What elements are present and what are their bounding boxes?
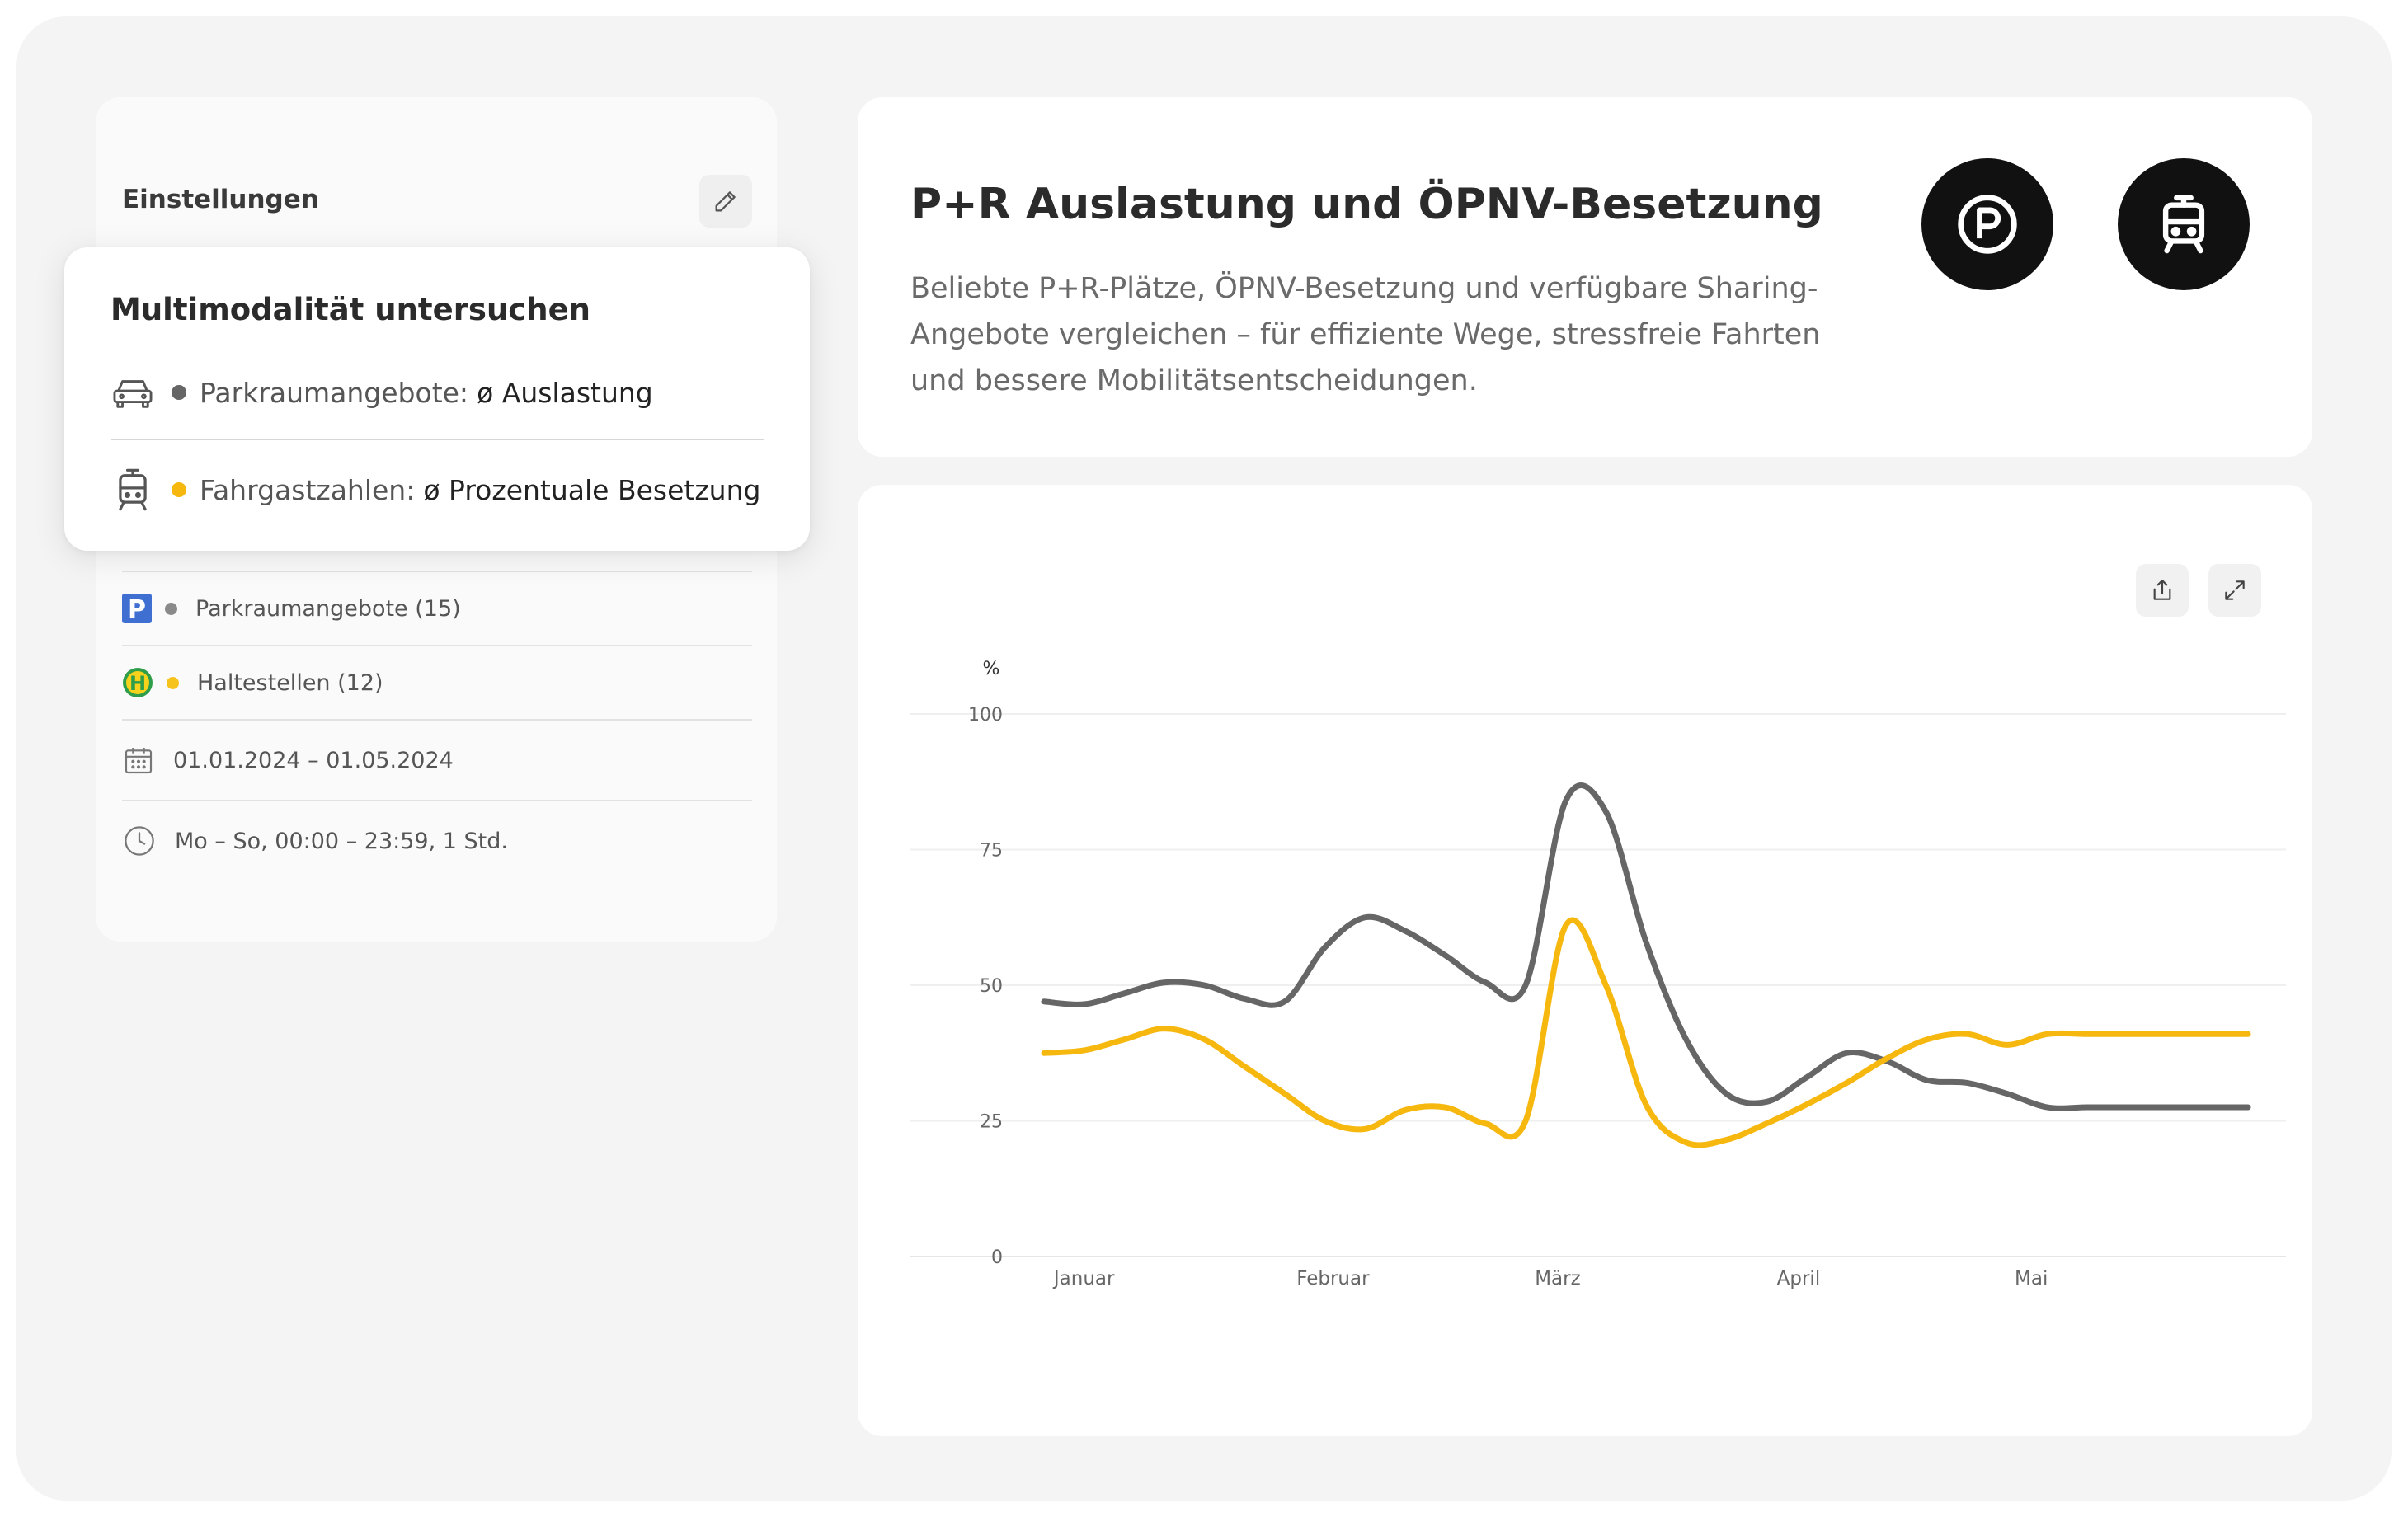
y-tick-label: 25 bbox=[980, 1112, 1003, 1133]
share-icon bbox=[2153, 579, 2171, 600]
y-axis-label: % bbox=[983, 659, 1000, 679]
chart-card: % 0 25 50 75 100 Januar Februar März April Mai bbox=[858, 485, 2312, 1436]
popup-item-value: ø Auslastung bbox=[477, 376, 653, 409]
stops-dot bbox=[167, 676, 179, 689]
expand-button[interactable] bbox=[2208, 564, 2261, 617]
share-button[interactable] bbox=[2136, 564, 2189, 617]
parking-circle-icon[interactable] bbox=[1921, 158, 2053, 290]
list-item-parking[interactable]: P Parkraumangebote (15) bbox=[122, 571, 752, 645]
parking-sign-icon: P bbox=[122, 594, 152, 623]
multimodality-popup: Multimodalität untersuchen Parkraumangeb… bbox=[64, 247, 810, 551]
x-tick-label: Mai bbox=[2015, 1268, 2048, 1289]
bus-stop-icon: H bbox=[123, 668, 153, 697]
tram-circle-icon[interactable] bbox=[2118, 158, 2250, 290]
list-item-label: Haltestellen (12) bbox=[197, 669, 383, 696]
x-tick-label: Februar bbox=[1296, 1268, 1370, 1289]
popup-item-value: ø Prozentuale Besetzung bbox=[423, 473, 761, 506]
popup-item-label: Parkraumangebote: bbox=[200, 376, 469, 409]
y-tick-label: 50 bbox=[980, 976, 1003, 997]
x-tick-label: April bbox=[1777, 1268, 1821, 1289]
time-range-label: Mo – So, 00:00 – 23:59, 1 Std. bbox=[175, 828, 508, 854]
popup-divider bbox=[111, 439, 764, 440]
y-tick-label: 0 bbox=[991, 1247, 1003, 1268]
series-line-yellow bbox=[1041, 917, 2251, 1148]
svg-text:H: H bbox=[129, 672, 146, 695]
y-tick-label: 75 bbox=[980, 841, 1003, 862]
tram-icon bbox=[119, 468, 147, 511]
expand-icon bbox=[2225, 580, 2245, 600]
yellow-dot bbox=[172, 482, 186, 497]
list-item-stops[interactable]: H Haltestellen (12) bbox=[122, 645, 752, 719]
page-description: Beliebte P+R-Plätze, ÖPNV-Besetzung und … bbox=[910, 272, 1821, 397]
y-tick-label: 100 bbox=[968, 705, 1003, 726]
grey-dot bbox=[172, 385, 186, 400]
calendar-icon bbox=[125, 748, 153, 774]
edit-button[interactable] bbox=[699, 175, 752, 228]
popup-item-label: Fahrgastzahlen: bbox=[200, 473, 416, 506]
line-chart: % 0 25 50 75 100 Januar Februar März April Mai bbox=[910, 659, 2286, 1289]
clock-icon bbox=[125, 826, 154, 856]
series-line-grey bbox=[1041, 782, 2251, 1111]
list-item-date-range[interactable]: 01.01.2024 – 01.05.2024 bbox=[122, 719, 752, 800]
parking-dot bbox=[165, 602, 177, 615]
settings-title: Einstellungen bbox=[122, 185, 319, 214]
popup-title: Multimodalität untersuchen bbox=[111, 292, 591, 327]
header-card: P+R Auslastung und ÖPNV-Besetzung Belieb… bbox=[858, 97, 2312, 457]
car-icon bbox=[113, 380, 153, 408]
popup-item-parking[interactable]: Parkraumangebote: ø Auslastung bbox=[111, 359, 764, 425]
list-item-time-range[interactable]: Mo – So, 00:00 – 23:59, 1 Std. bbox=[122, 800, 752, 881]
popup-item-transit[interactable]: Fahrgastzahlen: ø Prozentuale Besetzung bbox=[111, 457, 764, 523]
x-tick-label: März bbox=[1535, 1268, 1580, 1289]
svg-text:P: P bbox=[128, 595, 146, 623]
page-title: P+R Auslastung und ÖPNV-Besetzung bbox=[910, 180, 1823, 229]
list-item-label: Parkraumangebote (15) bbox=[195, 595, 461, 622]
pencil-icon bbox=[715, 191, 736, 212]
x-tick-label: Januar bbox=[1052, 1268, 1115, 1289]
date-range-label: 01.01.2024 – 01.05.2024 bbox=[173, 747, 454, 773]
